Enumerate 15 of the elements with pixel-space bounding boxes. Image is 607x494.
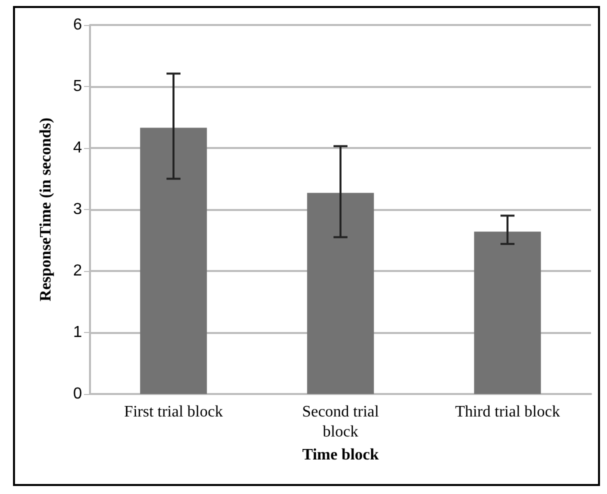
x-tick-label: Third trial block xyxy=(455,404,560,420)
x-tick-label: First trial block xyxy=(124,404,223,420)
y-tick-label: 1 xyxy=(73,324,82,341)
y-tick-label: 4 xyxy=(73,140,82,156)
x-axis-title: Time block xyxy=(302,446,379,464)
bar xyxy=(307,192,374,394)
y-tick-label: 6 xyxy=(73,16,82,34)
y-tick-label: 2 xyxy=(73,262,82,280)
y-tick-label: 0 xyxy=(73,386,82,402)
bar xyxy=(140,128,207,394)
y-axis-title: ResponseTime (in seconds) xyxy=(38,118,54,302)
y-tick-label: 3 xyxy=(73,201,82,218)
x-tick-label: Second trial block xyxy=(302,404,380,440)
bar xyxy=(474,232,541,394)
y-tick-label: 5 xyxy=(73,78,82,95)
